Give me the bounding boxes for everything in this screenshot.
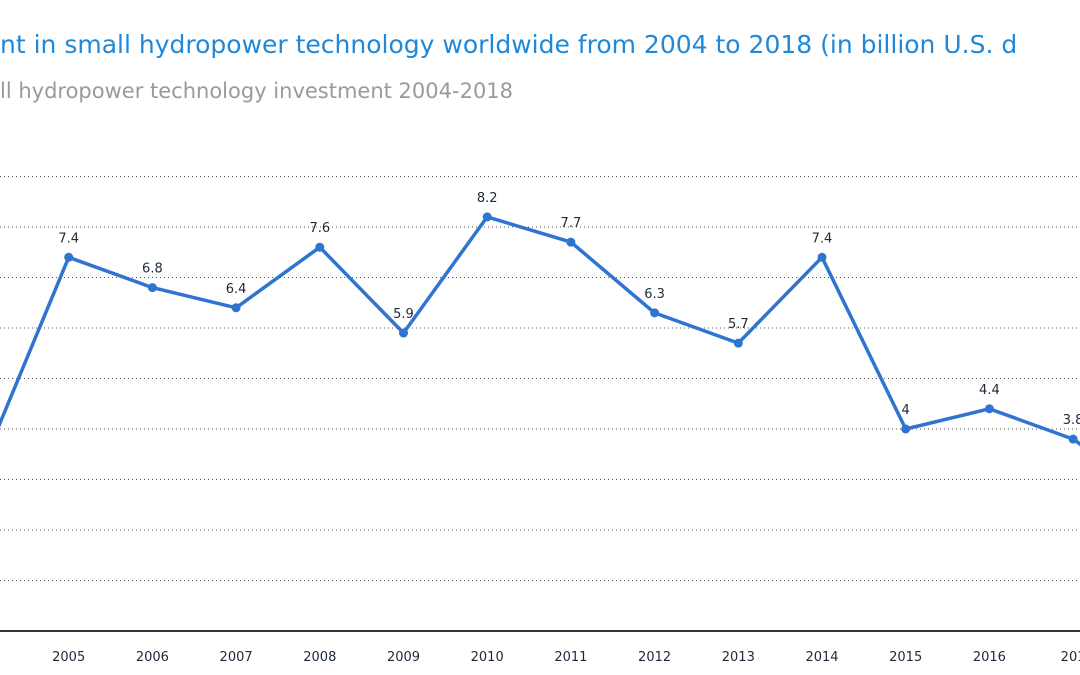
chart-subtitle: ll hydropower technology investment 2004… <box>0 79 514 103</box>
x-tick-label: 2006 <box>136 650 169 665</box>
data-point-2017 <box>1068 434 1078 444</box>
data-label-2007: 6.4 <box>226 282 247 297</box>
x-tick-label: 201 <box>1061 650 1080 665</box>
series-points <box>64 212 1078 444</box>
data-point-2016 <box>984 404 994 414</box>
x-tick-label: 2015 <box>889 650 922 665</box>
x-tick-label: 2009 <box>387 650 420 665</box>
data-point-2013 <box>733 338 743 348</box>
x-tick-label: 2011 <box>554 650 587 665</box>
data-point-2011 <box>566 237 576 247</box>
data-point-2007 <box>231 303 241 313</box>
data-label-2011: 7.7 <box>561 216 582 231</box>
data-label-2008: 7.6 <box>309 221 330 236</box>
data-point-2010 <box>482 212 492 222</box>
x-tick-label: 2016 <box>973 650 1006 665</box>
series-line <box>0 215 1080 447</box>
x-tick-label: 2014 <box>805 650 838 665</box>
data-label-2010: 8.2 <box>477 191 498 206</box>
data-point-2014 <box>817 252 827 262</box>
data-point-2005 <box>64 252 74 262</box>
data-point-2008 <box>315 242 325 252</box>
data-label-2005: 7.4 <box>58 231 79 246</box>
x-tick-label: 2005 <box>52 650 85 665</box>
data-point-2015 <box>901 424 911 434</box>
data-label-2006: 6.8 <box>142 262 163 277</box>
data-label-2009: 5.9 <box>393 307 414 322</box>
data-label-2014: 7.4 <box>812 231 833 246</box>
data-label-2016: 4.4 <box>979 383 1000 398</box>
x-axis-tick-labels: 4200520062007200820092010201120122013201… <box>52 650 1080 665</box>
x-tick-label: 2010 <box>471 650 504 665</box>
x-tick-label: 2013 <box>722 650 755 665</box>
data-label-2013: 5.7 <box>728 317 749 332</box>
grid-lines <box>0 176 1080 581</box>
data-point-2006 <box>147 283 157 293</box>
data-label-2015: 4 <box>902 403 910 418</box>
data-point-2012 <box>650 308 660 318</box>
chart-title: nt in small hydropower technology worldw… <box>0 30 1018 59</box>
x-tick-label: 2012 <box>638 650 671 665</box>
data-label-2017: 3.8 <box>1063 413 1080 428</box>
data-label-2012: 6.3 <box>644 287 665 302</box>
data-point-2009 <box>399 328 408 338</box>
x-tick-label: 2007 <box>220 650 253 665</box>
x-tick-label: 2008 <box>303 650 336 665</box>
data-labels: 7.4 6.8 6.4 7.6 5.9 8.2 7.7 6.3 5.7 7.4 4 4.4 3.8 <box>58 191 1080 428</box>
